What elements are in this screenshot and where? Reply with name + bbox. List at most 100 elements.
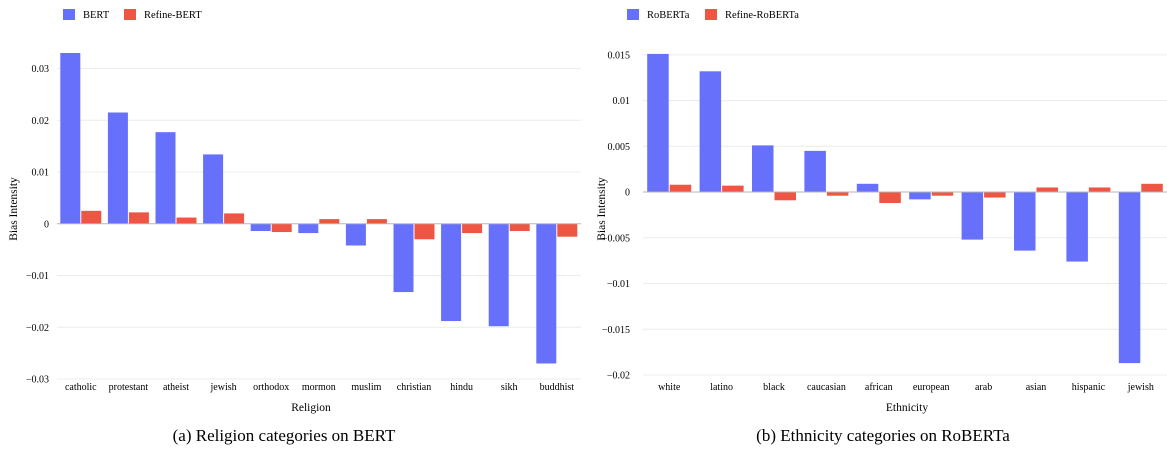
bar-bert-mormon <box>298 223 319 234</box>
legend-label-bert: BERT <box>83 10 110 21</box>
bar-roberta-african <box>856 183 879 193</box>
bar-refine-roberta-asian <box>1036 187 1058 193</box>
y-tick-label: 0.005 <box>608 142 631 153</box>
x-tick-label: mormon <box>302 382 336 393</box>
y-tick-labels: −0.02 −0.015 −0.01 −0.005 0 0.005 0.01 0.015 <box>602 50 630 381</box>
bar-bert-orthodox <box>250 223 271 232</box>
bar-roberta-jewish <box>1118 192 1141 364</box>
legend-label-refine-bert: Refine-BERT <box>144 10 202 21</box>
bar-bert-atheist <box>155 132 176 224</box>
y-tick-label: 0 <box>44 219 49 230</box>
x-tick-labels: white latino black caucasian african european… <box>658 382 1154 393</box>
legend-label-roberta: RoBERTa <box>647 10 690 21</box>
y-tick-label: −0.01 <box>26 271 49 282</box>
y-tick-labels: −0.03 −0.02 −0.01 0 0.01 0.02 0.03 <box>26 64 49 385</box>
bar-refine-roberta-hispanic <box>1088 187 1111 193</box>
caption-ethnicity: (b) Ethnicity categories on RoBERTa <box>756 426 1010 445</box>
y-axis-title: Bias Intensity <box>596 177 608 241</box>
y-tick-label: −0.01 <box>607 279 630 290</box>
x-tick-label: black <box>763 382 785 393</box>
x-tick-label: african <box>865 382 893 393</box>
bar-roberta-asian <box>1014 192 1036 251</box>
bar-roberta-arab <box>961 192 984 240</box>
x-tick-labels: catholic protestant atheist jewish orthodox m… <box>65 382 574 393</box>
bar-refine-roberta-white <box>669 184 692 193</box>
y-tick-label: 0.01 <box>32 168 50 179</box>
y-tick-label: −0.02 <box>26 323 49 334</box>
x-tick-label: buddhist <box>540 382 575 393</box>
x-tick-label: christian <box>397 382 431 393</box>
x-tick-label: asian <box>1026 382 1047 393</box>
x-tick-label: catholic <box>65 382 97 393</box>
y-gridlines <box>57 68 581 380</box>
legend-swatch-refine-bert <box>124 9 136 20</box>
bar-roberta-hispanic <box>1066 192 1088 262</box>
y-tick-label: 0.015 <box>608 50 631 61</box>
x-tick-label: sikh <box>501 382 518 393</box>
bar-bert-christian <box>393 223 414 293</box>
legend-ethnicity: RoBERTa Refine-RoBERTa <box>627 9 799 21</box>
x-tick-label: arab <box>975 382 992 393</box>
x-tick-label: white <box>658 382 681 393</box>
y-tick-label: 0.03 <box>32 64 50 75</box>
bar-bert-buddhist <box>536 223 557 364</box>
x-axis-title: Ethnicity <box>886 402 928 414</box>
bar-refine-roberta-arab <box>984 192 1006 198</box>
bar-bert-protestant <box>107 112 128 224</box>
bar-bert-hindu <box>441 223 462 322</box>
x-axis-title: Religion <box>291 402 331 414</box>
x-tick-label: caucasian <box>807 382 846 393</box>
x-tick-label: muslim <box>351 382 381 393</box>
bar-refine-roberta-jewish <box>1141 183 1163 193</box>
bar-refine-roberta-latino <box>722 185 744 193</box>
y-tick-label: 0.02 <box>32 116 50 127</box>
y-tick-label: −0.015 <box>602 325 630 336</box>
y-tick-label: 0 <box>625 188 630 199</box>
bar-bert-catholic <box>60 53 81 224</box>
legend-swatch-refine-roberta <box>705 9 717 20</box>
y-tick-label: 0.01 <box>613 96 631 107</box>
bar-refine-bert-christian <box>414 223 435 240</box>
legend-swatch-bert <box>63 9 75 20</box>
bar-refine-bert-sikh <box>509 223 530 232</box>
x-tick-label: hispanic <box>1072 382 1106 393</box>
bar-refine-bert-hindu <box>462 223 483 234</box>
y-tick-label: −0.03 <box>26 375 49 386</box>
x-tick-label: jewish <box>1127 382 1154 393</box>
caption-religion: (a) Religion categories on BERT <box>173 426 396 445</box>
x-tick-label: latino <box>710 382 733 393</box>
y-axis-title: Bias Intensity <box>8 177 20 241</box>
bar-refine-roberta-african <box>879 192 901 204</box>
bar-refine-bert-jewish <box>224 213 245 224</box>
x-tick-label: atheist <box>163 382 189 393</box>
bar-roberta-caucasian <box>804 150 826 193</box>
legend-label-refine-roberta: Refine-RoBERTa <box>725 10 799 21</box>
bar-roberta-black <box>752 145 774 193</box>
bar-refine-bert-buddhist <box>557 223 578 237</box>
bar-bert-muslim <box>345 223 366 246</box>
x-tick-label: protestant <box>109 382 149 393</box>
x-tick-label: hindu <box>450 382 473 393</box>
x-tick-label: orthodox <box>253 382 289 393</box>
bar-roberta-white <box>647 53 669 193</box>
y-tick-label: −0.005 <box>602 233 630 244</box>
bar-refine-bert-atheist <box>176 217 197 224</box>
bars <box>647 53 1163 364</box>
chart-ethnicity: RoBERTa Refine-RoBERTa −0.02−0.015−0.01−… <box>596 9 1167 445</box>
bar-refine-roberta-black <box>774 192 796 201</box>
legend-religion: BERT Refine-BERT <box>63 9 202 21</box>
x-tick-label: european <box>913 382 950 393</box>
bar-refine-bert-orthodox <box>271 223 292 233</box>
bar-bert-jewish <box>203 154 224 224</box>
x-tick-label: jewish <box>210 382 237 393</box>
y-gridlines <box>643 54 1167 376</box>
bar-refine-roberta-caucasian <box>826 192 849 196</box>
bar-refine-roberta-european <box>931 192 954 196</box>
legend-swatch-roberta <box>627 9 639 20</box>
bar-refine-bert-muslim <box>366 219 387 224</box>
bar-refine-bert-protestant <box>128 212 149 224</box>
bar-refine-bert-mormon <box>319 219 340 224</box>
chart-religion: BERT Refine-BERT −0.03 −0.02 −0.01 0 0.01 0.0… <box>8 9 581 445</box>
bar-roberta-latino <box>699 71 722 193</box>
